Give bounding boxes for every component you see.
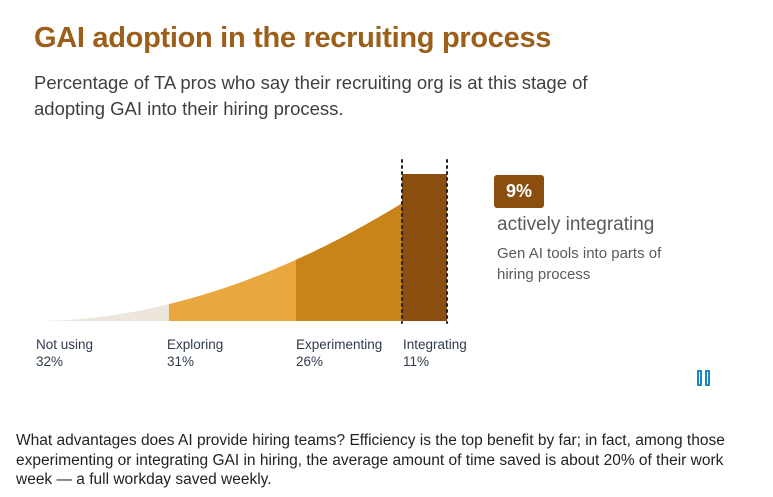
- stage-label-not-using: Not using 32%: [36, 336, 93, 370]
- stage-label-integrating: Integrating 11%: [403, 336, 467, 370]
- segment-exploring: [168, 259, 296, 321]
- stage-pct: 32%: [36, 354, 64, 369]
- stage-pct: 11%: [403, 354, 430, 369]
- stage-name: Not using: [36, 337, 94, 352]
- pause-bar-right: [705, 370, 710, 386]
- stage-name: Experimenting: [296, 337, 383, 352]
- callout-description: Gen AI tools into parts of hiring proces…: [497, 245, 662, 283]
- stage-pct: 31%: [167, 354, 195, 369]
- highlight-badge: 9%: [494, 175, 544, 208]
- chart-subtitle: Percentage of TA pros who say their recr…: [34, 72, 588, 119]
- stage-label-experimenting: Experimenting 26%: [296, 336, 382, 370]
- segment-experimenting: [295, 203, 403, 321]
- pause-icon[interactable]: [697, 370, 715, 388]
- segment-integrating: [402, 174, 447, 321]
- pause-bar-left: [697, 370, 702, 386]
- stage-name: Integrating: [403, 337, 467, 352]
- stage-label-exploring: Exploring 31%: [167, 336, 223, 370]
- callout-headline: actively integrating: [497, 214, 655, 235]
- stage-name: Exploring: [167, 337, 224, 352]
- stage-pct: 26%: [296, 354, 324, 369]
- adoption-chart: [38, 159, 448, 324]
- segment-not-using: [38, 304, 169, 321]
- chart-title: GAI adoption in the recruiting process: [34, 22, 552, 54]
- infographic-card: GAI adoption in the recruiting process P…: [34, 22, 715, 388]
- article-caption: What advantages does AI provide hiring t…: [16, 432, 725, 488]
